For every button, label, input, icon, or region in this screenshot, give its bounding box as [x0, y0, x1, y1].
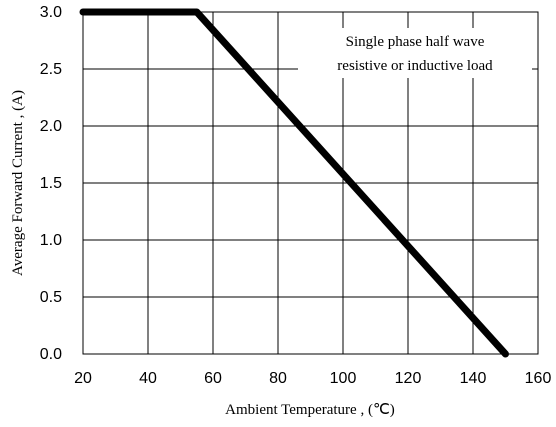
x-axis-title: Ambient Temperature , (℃)	[225, 402, 395, 418]
x-tick-label: 100	[330, 370, 357, 387]
annotation-background	[298, 28, 532, 78]
y-tick-label: 0.0	[40, 346, 62, 363]
x-tick-label: 80	[269, 370, 287, 387]
y-tick-label: 2.5	[40, 61, 62, 78]
annotation-box: Single phase half wave resistive or indu…	[298, 28, 532, 78]
annotation-line-2: resistive or inductive load	[337, 58, 493, 74]
x-tick-label: 20	[74, 370, 92, 387]
x-axis-ticks: 20 40 60 80 100 120 140 160	[74, 370, 551, 387]
x-tick-label: 40	[139, 370, 157, 387]
x-tick-label: 120	[395, 370, 422, 387]
y-tick-label: 2.0	[40, 118, 62, 135]
y-axis-title: Average Forward Current , (A)	[10, 90, 26, 276]
x-tick-label: 140	[460, 370, 487, 387]
y-axis-ticks: 0.0 0.5 1.0 1.5 2.0 2.5 3.0	[40, 4, 62, 363]
y-tick-label: 1.0	[40, 232, 62, 249]
x-tick-label: 160	[525, 370, 552, 387]
annotation-line-1: Single phase half wave	[346, 34, 485, 50]
x-tick-label: 60	[204, 370, 222, 387]
y-tick-label: 1.5	[40, 175, 62, 192]
y-tick-label: 0.5	[40, 289, 62, 306]
plot-frame	[82, 11, 539, 355]
y-tick-label: 3.0	[40, 4, 62, 21]
